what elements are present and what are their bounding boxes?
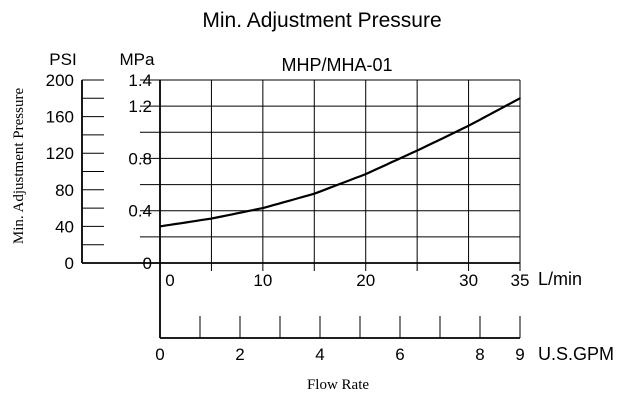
- series-point: [210, 217, 213, 220]
- axis-layer: [81, 79, 521, 339]
- series-line: [159, 97, 521, 228]
- psi-tick-label: 40: [55, 217, 74, 236]
- mpa-tick-label: 0.8: [128, 149, 152, 168]
- lmin-tick-label: 30: [459, 271, 478, 290]
- gpm-tick-label: 8: [475, 345, 484, 364]
- mpa-tick-label: 1.2: [128, 97, 152, 116]
- lmin-unit-label: L/min: [538, 269, 582, 289]
- psi-tick-label: 200: [46, 71, 74, 90]
- mpa-tick-label: 1.4: [128, 71, 152, 90]
- gpm-tick-label: 9: [515, 345, 524, 364]
- series-point: [467, 124, 470, 127]
- lmin-tick-label: 20: [356, 271, 375, 290]
- mpa-tick-label: 0: [143, 254, 152, 273]
- series-point: [364, 173, 367, 175]
- mpa-tick-label: 0.4: [128, 202, 152, 221]
- y-axis-label: Min. Adjustment Pressure: [11, 88, 27, 245]
- series-point: [262, 207, 264, 209]
- series-layer: [159, 97, 521, 228]
- series-point: [519, 97, 521, 100]
- gpm-unit-label: U.S.GPM: [538, 344, 614, 364]
- gpm-tick-label: 6: [395, 345, 404, 364]
- series-point: [313, 192, 316, 195]
- grid-layer: [160, 80, 520, 263]
- psi-unit-label: PSI: [49, 50, 76, 69]
- lmin-tick-label: 0: [165, 271, 174, 290]
- lmin-tick-label: 35: [511, 271, 530, 290]
- chart-subtitle: MHP/MHA-01: [281, 55, 392, 75]
- psi-tick-label: 80: [55, 181, 74, 200]
- gpm-tick-label: 0: [155, 345, 164, 364]
- series-point: [159, 225, 161, 228]
- tick-label-layer: 0 40 80 120 160 200 0 0.4 0.8 1.2 1.4 0 10 20 30 35 0 2 4 6…: [46, 71, 530, 364]
- series-point: [416, 149, 418, 152]
- lmin-tick-label: 10: [253, 271, 272, 290]
- psi-tick-label: 120: [46, 144, 74, 163]
- gpm-tick-label: 2: [235, 345, 244, 364]
- chart-title: Min. Adjustment Pressure: [202, 9, 441, 32]
- psi-tick-label: 0: [65, 254, 74, 273]
- mpa-unit-label: MPa: [120, 50, 156, 69]
- psi-tick-label: 160: [46, 108, 74, 127]
- gpm-tick-label: 4: [315, 345, 324, 364]
- x-axis-label: Flow Rate: [307, 377, 369, 393]
